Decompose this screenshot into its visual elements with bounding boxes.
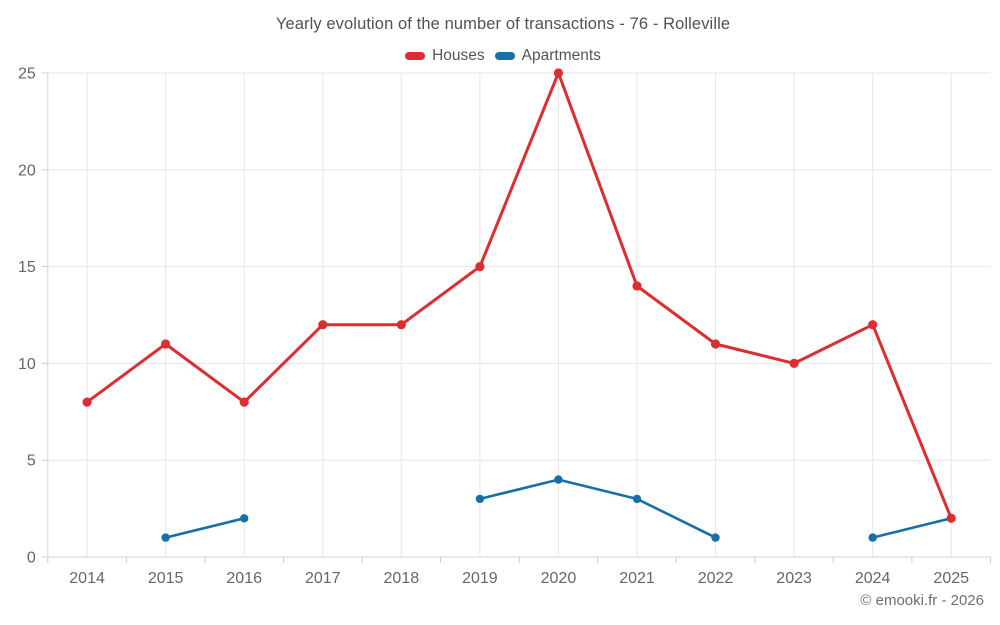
data-point-houses-2023[interactable] xyxy=(789,358,799,368)
x-axis-label: 2021 xyxy=(619,570,655,587)
y-axis-label: 25 xyxy=(18,66,36,83)
data-point-houses-2018[interactable] xyxy=(396,320,406,330)
apartments-series-swatch-icon xyxy=(494,52,515,60)
data-point-houses-2014[interactable] xyxy=(82,397,92,407)
x-axis-label: 2023 xyxy=(776,570,812,587)
legend-item-houses[interactable]: Houses xyxy=(405,47,485,65)
data-point-apartments-2022[interactable] xyxy=(711,533,720,542)
x-axis-label: 2024 xyxy=(855,570,891,587)
legend-label-houses: Houses xyxy=(432,47,485,64)
x-axis-label: 2020 xyxy=(541,570,577,587)
x-axis-label: 2015 xyxy=(148,570,184,587)
series-line-houses xyxy=(85,71,953,520)
data-point-houses-2015[interactable] xyxy=(161,339,171,349)
legend-item-apartments[interactable]: Apartments xyxy=(494,47,601,65)
data-point-apartments-2020[interactable] xyxy=(554,475,563,484)
y-axis-label: 15 xyxy=(18,259,36,276)
x-axis-label: 2014 xyxy=(69,570,105,587)
x-axis-label: 2025 xyxy=(933,570,969,587)
data-point-apartments-2015[interactable] xyxy=(161,533,170,542)
x-axis-label: 2016 xyxy=(226,570,262,587)
chart-title: Yearly evolution of the number of transa… xyxy=(275,15,731,33)
data-point-houses-2017[interactable] xyxy=(318,320,328,330)
data-point-apartments-2019[interactable] xyxy=(475,494,485,504)
data-point-houses-2022[interactable] xyxy=(710,339,721,349)
x-axis-label: 2018 xyxy=(384,570,420,587)
x-axis-label: 2022 xyxy=(698,570,734,587)
copyright-text: © emooki.fr - 2026 xyxy=(860,592,984,609)
series-line-apartments xyxy=(164,478,953,539)
data-point-apartments-2024[interactable] xyxy=(868,533,877,542)
series-houses xyxy=(82,68,956,523)
y-axis-label: 0 xyxy=(27,550,36,567)
x-axis-label: 2017 xyxy=(305,570,341,587)
data-point-apartments-2016[interactable] xyxy=(240,514,249,523)
chart-legend: Houses Apartments xyxy=(0,46,1000,66)
x-axis-label: 2019 xyxy=(462,570,498,587)
data-point-houses-2016[interactable] xyxy=(239,397,249,407)
data-point-houses-2019[interactable] xyxy=(475,262,485,272)
data-point-houses-2025[interactable] xyxy=(946,513,956,523)
legend-label-apartments: Apartments xyxy=(521,47,601,64)
y-axis-label: 20 xyxy=(18,162,36,179)
data-point-houses-2024[interactable] xyxy=(868,320,878,330)
data-point-houses-2021[interactable] xyxy=(632,281,642,291)
series-apartments xyxy=(161,475,956,542)
y-axis-label: 10 xyxy=(18,356,36,373)
houses-series-swatch-icon xyxy=(405,52,426,60)
y-axis-label: 5 xyxy=(27,453,36,470)
data-point-houses-2020[interactable] xyxy=(553,68,564,78)
data-point-apartments-2021[interactable] xyxy=(632,494,642,504)
